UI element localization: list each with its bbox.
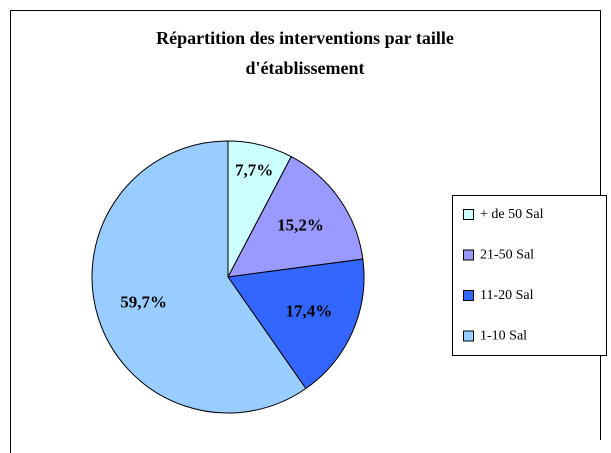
chart-title: Répartition des interventions par taille… — [156, 28, 454, 78]
legend-box — [452, 195, 607, 356]
data-label: 59,7% — [120, 292, 167, 311]
legend-swatch — [463, 290, 474, 301]
data-label: 15,2% — [277, 215, 324, 234]
data-label: 17,4% — [286, 302, 333, 321]
legend-swatch — [463, 330, 474, 342]
data-label: 7,7% — [235, 160, 273, 179]
pie-slice — [91, 140, 307, 414]
legend-label: 11-20 Sal — [480, 288, 534, 303]
legend-label: + de 50 Sal — [480, 207, 544, 222]
legend-label: 1-10 Sal — [480, 329, 527, 344]
legend-swatch — [463, 209, 474, 220]
legend-swatch — [463, 249, 474, 261]
pie-slice — [227, 155, 364, 278]
legend-label: 21-50 Sal — [480, 248, 534, 263]
pie-slice — [227, 258, 365, 390]
